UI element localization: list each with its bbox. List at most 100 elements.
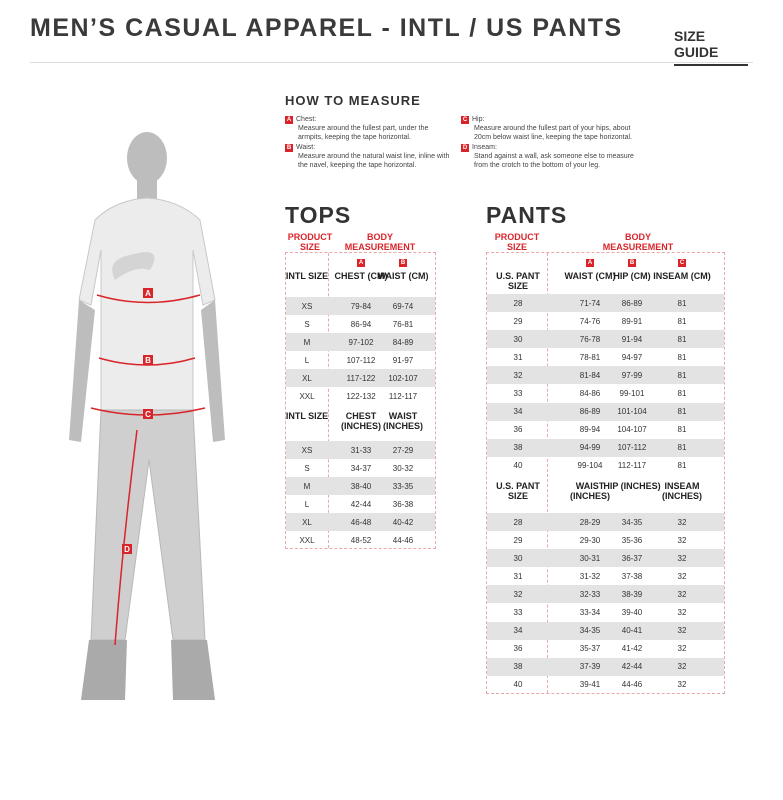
pants-table: U.S. PANT SIZE WAIST (CM) A HIP (CM) B INSEAM… [486,252,725,694]
badge-a: A [285,115,293,124]
table-cell: 36-37 [621,553,643,563]
table-row: XXL 122-132 112-117 [286,387,435,405]
column-header: INSEAM (CM) [653,271,711,281]
table-cell: 34-35 [621,517,643,527]
column-header: INTL SIZE [285,411,329,421]
hip-label: Hip: [472,116,485,123]
table-cell: 32 [677,626,687,636]
inseam-label: Inseam: [472,144,497,151]
column-divider [547,253,548,693]
column-header: WAIST (CM) [564,271,616,281]
how-to-measure-title: HOW TO MEASURE [285,93,421,108]
chest-measure-line [96,294,201,304]
table-cell: XL [302,517,312,527]
table-row: S 34-37 30-32 [286,459,435,477]
table-cell: 89-94 [579,425,601,435]
table-cell: L [304,499,310,509]
table-cell: 81 [677,425,687,435]
model-figure: A B C D [69,132,225,700]
tops-title: TOPS [285,202,352,228]
badge-d: D [461,143,469,152]
table-cell: 76-78 [579,334,601,344]
table-cell: 39-40 [621,608,643,617]
size-guide-label: SIZE GUIDE [674,28,748,66]
table-row: 33 33-34 39-40 32 [487,604,724,622]
table-cell: 37-38 [621,571,643,581]
table-row: XS 31-33 27-29 [286,441,435,459]
table-cell: 36-38 [392,499,414,509]
table-cell: L [304,355,310,365]
pants-product-size-label: PRODUCT SIZE [494,232,540,252]
table-cell: M [303,337,311,347]
table-cell: 81 [677,316,687,326]
table-cell: 31-32 [579,571,601,581]
table-cell: 33-35 [392,481,414,491]
column-badge: B [399,259,407,267]
table-cell: 36 [513,644,523,654]
table-cell: 31 [513,352,523,362]
table-cell: 32 [677,680,687,690]
table-cell: 30-31 [579,553,601,563]
table-cell: 99-101 [619,389,645,398]
table-cell: 32 [677,644,687,654]
table-cell: 81-84 [579,370,601,380]
table-cell: 32 [677,517,687,527]
table-row: 28 71-74 86-89 81 [487,294,724,312]
divider [30,62,753,63]
table-cell: 97-102 [348,337,374,347]
table-cell: 34-35 [579,626,601,636]
column-header: HIP (INCHES) [603,481,661,491]
table-cell: 81 [677,298,687,308]
table-row: 28 28-29 34-35 32 [487,513,724,531]
table-row: 36 35-37 41-42 32 [487,640,724,658]
table-row: 29 29-30 35-36 32 [487,531,724,549]
table-row: 38 37-39 42-44 32 [487,657,724,676]
table-cell: 32 [677,608,687,617]
table-cell: 32 [513,370,523,380]
table-cell: 36 [513,425,523,435]
table-cell: 112-117 [617,461,647,471]
table-cell: 94-97 [621,352,643,362]
table-cell: 28 [513,298,523,308]
table-cell: 44-46 [392,535,414,545]
inseam-measure-line [114,429,138,646]
table-cell: 44-46 [621,680,643,690]
table-cell: 89-91 [621,316,643,326]
table-cell: 40-41 [621,626,643,636]
table-cell: 29-30 [579,535,601,545]
column-header: INTL SIZE [285,271,329,281]
table-cell: 84-86 [579,389,601,398]
table-cell: 94-99 [579,443,601,453]
table-cell: 42-44 [350,499,372,509]
table-cell: 34 [513,407,523,417]
table-cell: 48-52 [350,535,372,545]
marker-c: C [145,410,151,419]
table-row: 29 74-76 89-91 81 [487,312,724,330]
table-row: 40 99-104 112-117 81 [487,457,724,475]
table-row: M 38-40 33-35 [286,477,435,495]
table-cell: 81 [677,370,687,380]
table-row: 38 94-99 107-112 81 [487,438,724,457]
table-cell: M [303,481,311,491]
table-cell: 40 [513,461,523,471]
table-cell: 35-36 [621,535,643,545]
table-cell: 40 [513,680,523,690]
table-cell: 99-104 [577,461,603,471]
marker-b: B [145,356,151,365]
table-cell: 81 [677,389,687,398]
table-row: 30 30-31 36-37 32 [487,549,724,568]
table-row: 34 86-89 101-104 81 [487,402,724,421]
table-cell: 102-107 [388,373,418,383]
table-cell: S [304,319,310,329]
table-cell: 86-89 [579,407,601,417]
table-row: S 86-94 76-81 [286,315,435,333]
table-cell: XS [301,301,313,311]
table-cell: 81 [677,407,687,417]
badge-c: C [461,115,469,124]
table-cell: 38-40 [350,481,372,491]
table-cell: 33-34 [579,608,601,617]
table-cell: 97-99 [621,370,643,380]
table-row: XL 117-122 102-107 [286,369,435,387]
table-row: 31 78-81 94-97 81 [487,348,724,366]
chest-label: Chest: [296,116,317,123]
